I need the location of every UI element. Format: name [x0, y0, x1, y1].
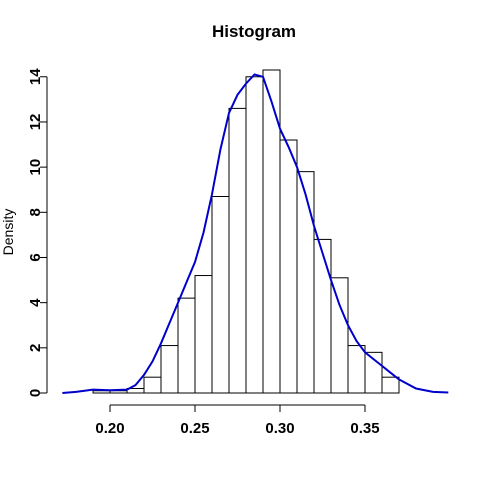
histogram-bar	[279, 139, 298, 394]
x-tick-label: 0.20	[95, 420, 124, 437]
histogram-bar	[177, 297, 196, 394]
histogram-bar	[381, 376, 400, 394]
histogram-bar	[245, 76, 264, 394]
density-curve	[62, 73, 449, 394]
y-tick-label: 14	[27, 68, 44, 85]
x-tick-label: 0.30	[265, 420, 294, 437]
histogram-bar	[160, 345, 179, 394]
histogram-bar	[194, 275, 213, 394]
y-tick-label: 6	[27, 253, 44, 261]
y-tick-label: 10	[27, 159, 44, 176]
histogram-bar	[228, 107, 247, 394]
y-axis-label: Density	[0, 209, 16, 256]
chart-title: Histogram	[212, 22, 296, 41]
y-tick-label: 2	[27, 344, 44, 352]
histogram-bar	[330, 277, 349, 394]
y-tick-label: 4	[27, 298, 44, 307]
histogram-bar	[211, 195, 230, 394]
histogram-bar	[143, 376, 162, 394]
histogram-bars	[92, 69, 400, 394]
histogram-bar	[296, 171, 315, 394]
y-tick-label: 0	[27, 389, 44, 397]
y-tick-label: 12	[27, 114, 44, 131]
x-tick-label: 0.25	[180, 420, 209, 437]
x-axis: 0.20 0.25 0.30 0.35	[95, 404, 380, 437]
histogram-bar	[313, 238, 332, 394]
histogram-bar	[347, 345, 366, 394]
y-tick-label: 8	[27, 208, 44, 216]
y-axis: 0 2 4 6 8 10 12 14	[27, 68, 48, 397]
x-tick-label: 0.35	[350, 420, 379, 437]
